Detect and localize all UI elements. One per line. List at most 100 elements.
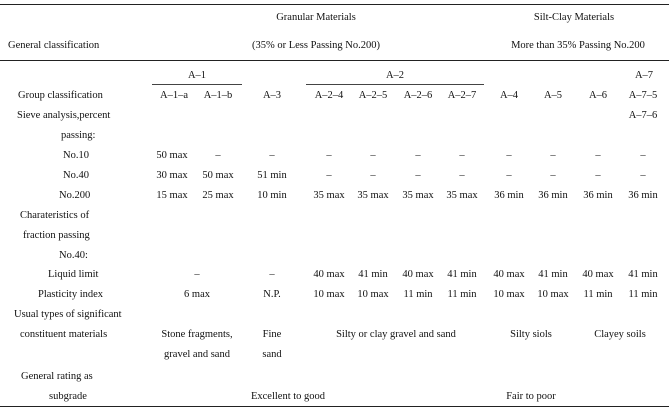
cell: N.P. [263,289,281,300]
cell: – [459,150,465,161]
cell: – [506,150,512,161]
fraction-passing-label: fraction passing [23,230,90,241]
cell: 11 min [447,289,477,300]
cell: – [215,150,221,161]
usual-clayey: Clayey soils [594,329,646,340]
general-classification-label: General classification [8,40,100,51]
cell: 36 min [494,190,524,201]
col-header: A–5 [543,90,563,101]
a2-underline [306,84,484,85]
top-rule [0,4,669,5]
usual-a1-line1: Stone fragments, [161,329,233,340]
cell: 15 max [156,190,188,201]
usual-silty: Silty siols [510,329,552,340]
cell: 36 min [628,190,658,201]
group-a1: A–1 [187,70,207,81]
cell: 40 max [493,269,525,280]
cell: – [459,170,465,181]
col-header: A–2–6 [403,90,433,101]
cell: 35 max [402,190,434,201]
cell: – [370,170,376,181]
group-a2: A–2 [385,70,405,81]
granular-materials-heading: Granular Materials [276,12,356,23]
cell: – [415,170,421,181]
constituent-materials-label: constituent materials [20,329,108,340]
no10-label: No.10 [63,150,89,161]
cell: 11 min [583,289,613,300]
cell: – [194,269,200,280]
sieve-analysis-label: Sieve analysis,percent [17,110,111,121]
usual-a3-line1: Fine [262,329,282,340]
cell: – [269,150,275,161]
col-header: A–1–a [160,90,188,101]
col-header: A–6 [588,90,608,101]
siltclay-materials-subheading: More than 35% Passing No.200 [511,40,645,51]
cell: – [595,150,601,161]
cell: 35 max [313,190,345,201]
cell: 11 min [403,289,433,300]
group-classification-label: Group classification [18,90,103,101]
granular-materials-subheading: (35% or Less Passing No.200) [251,40,381,51]
rating-good: Excellent to good [250,391,326,402]
cell: – [550,170,556,181]
cell: 35 max [446,190,478,201]
col-header: A–2–5 [358,90,388,101]
usual-types-label: Usual types of significant [14,309,122,320]
header-rule [0,60,669,61]
cell: 51 min [257,170,287,181]
col-header: A–2–7 [447,90,477,101]
plasticity-index-label: Plasticity index [38,289,104,300]
col-header: A–1–b [203,90,233,101]
cell: 10 min [257,190,287,201]
general-rating-label: General rating as [21,371,93,382]
cell: 11 min [628,289,658,300]
cell: – [415,150,421,161]
rating-poor: Fair to poor [506,391,556,402]
cell: – [550,150,556,161]
cell: 10 max [357,289,389,300]
siltclay-materials-heading: Silt-Clay Materials [533,12,615,23]
cell: 50 max [202,170,234,181]
cell: 25 max [202,190,234,201]
fraction-no40-label: No.40: [59,250,88,261]
cell: – [269,269,275,280]
sieve-passing-label: passing: [61,130,96,141]
group-a7: A–7 [634,70,654,81]
cell: 41 min [447,269,477,280]
no40-label: No.40 [63,170,89,181]
a1-underline [152,84,242,85]
cell: 36 min [538,190,568,201]
cell: 36 min [583,190,613,201]
cell: 10 max [493,289,525,300]
cell: 10 max [537,289,569,300]
cell: 6 max [184,289,210,300]
usual-a3-line2: sand [262,349,282,360]
col-header: A–4 [499,90,519,101]
cell: – [370,150,376,161]
cell: – [640,170,646,181]
cell: – [595,170,601,181]
subgrade-label: subgrade [49,391,87,402]
cell: 50 max [156,150,188,161]
col-header: A–3 [262,90,282,101]
cell: 40 max [402,269,434,280]
liquid-limit-label: Liquid limit [48,269,99,280]
cell: 40 max [313,269,345,280]
no200-label: No.200 [59,190,91,201]
col-header: A–7–5 [628,90,658,101]
characteristics-label: Charateristics of [20,210,90,221]
cell: 35 max [357,190,389,201]
cell: 41 min [358,269,388,280]
col-header: A–2–4 [314,90,344,101]
col-header-extra: A–7–6 [628,110,658,121]
cell: 41 min [538,269,568,280]
cell: 41 min [628,269,658,280]
usual-a2: Silty or clay gravel and sand [336,329,456,340]
cell: 10 max [313,289,345,300]
cell: – [326,150,332,161]
usual-a1-line2: gravel and sand [164,349,230,360]
cell: – [506,170,512,181]
cell: 40 max [582,269,614,280]
cell: – [326,170,332,181]
cell: 30 max [156,170,188,181]
